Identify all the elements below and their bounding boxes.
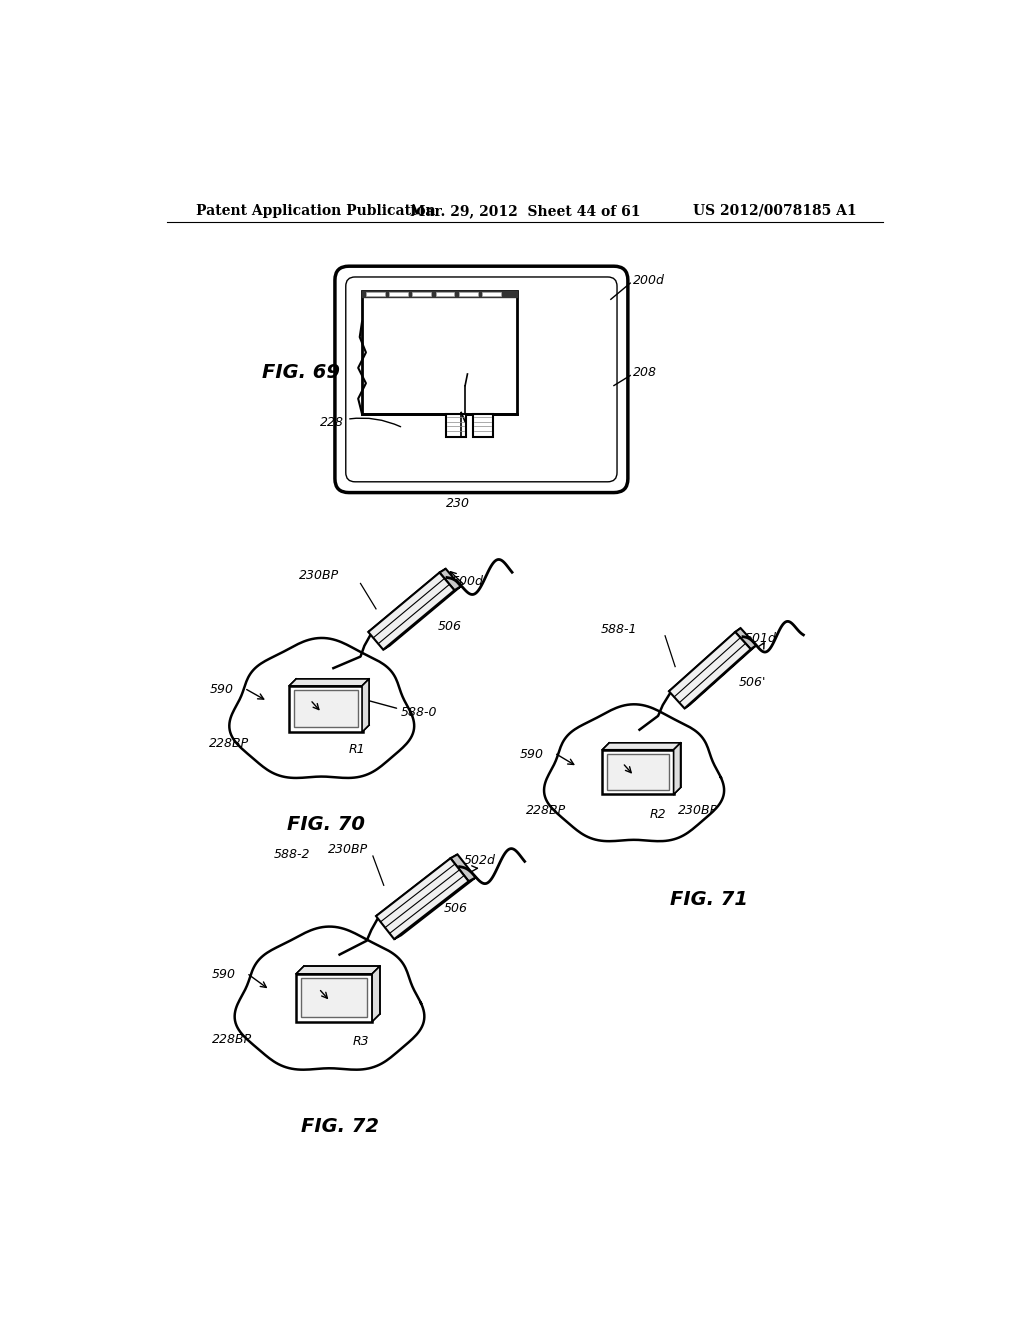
Bar (607, 755, 669, 789)
Text: 506': 506' (738, 676, 766, 689)
Text: 228BP: 228BP (212, 1032, 252, 1045)
Text: FIG. 70: FIG. 70 (287, 814, 365, 834)
Polygon shape (394, 878, 475, 939)
Bar (459, 293, 477, 296)
Polygon shape (229, 638, 414, 777)
Bar (435, 293, 455, 296)
Text: 588-2: 588-2 (273, 847, 310, 861)
Text: 228: 228 (321, 416, 400, 429)
Text: 230BP: 230BP (678, 804, 719, 817)
Bar (413, 293, 431, 296)
Text: 230BP: 230BP (299, 569, 339, 582)
Text: 590: 590 (520, 748, 544, 760)
Text: 506: 506 (444, 902, 468, 915)
FancyBboxPatch shape (335, 267, 628, 492)
Bar (389, 293, 408, 296)
Text: 502d: 502d (464, 854, 496, 867)
Text: 590: 590 (209, 684, 233, 696)
Polygon shape (296, 966, 380, 974)
Text: 200d: 200d (633, 273, 666, 286)
Text: 230BP: 230BP (328, 842, 368, 855)
Polygon shape (544, 705, 724, 841)
Text: 501d: 501d (744, 632, 777, 645)
Bar (445, 414, 466, 437)
Text: FIG. 71: FIG. 71 (671, 890, 749, 908)
Polygon shape (674, 743, 681, 795)
Polygon shape (669, 628, 740, 692)
Bar (473, 414, 493, 437)
Polygon shape (439, 569, 461, 590)
Text: 590: 590 (212, 968, 236, 981)
Polygon shape (602, 743, 681, 750)
Text: R2: R2 (649, 808, 667, 821)
Bar (602, 750, 674, 795)
Polygon shape (369, 569, 445, 632)
Polygon shape (383, 586, 461, 649)
Bar (294, 690, 358, 727)
Text: 208: 208 (633, 366, 657, 379)
Bar (362, 290, 517, 414)
Polygon shape (289, 678, 369, 686)
Bar (289, 686, 362, 733)
Text: 506: 506 (438, 620, 462, 634)
Text: Mar. 29, 2012  Sheet 44 of 61: Mar. 29, 2012 Sheet 44 of 61 (410, 203, 640, 218)
Polygon shape (234, 927, 424, 1069)
Bar (301, 978, 368, 1016)
Text: 228BP: 228BP (525, 804, 565, 817)
Bar (296, 974, 372, 1022)
Polygon shape (669, 632, 751, 709)
Text: FIG. 72: FIG. 72 (301, 1117, 379, 1135)
Text: 500d: 500d (452, 576, 483, 589)
Polygon shape (735, 628, 756, 649)
Text: R1: R1 (349, 743, 366, 756)
Text: Patent Application Publication: Patent Application Publication (197, 203, 436, 218)
Polygon shape (684, 645, 756, 709)
Text: US 2012/0078185 A1: US 2012/0078185 A1 (693, 203, 856, 218)
Bar (482, 293, 501, 296)
Text: 588-1: 588-1 (601, 623, 637, 636)
Bar (366, 293, 385, 296)
Polygon shape (451, 854, 475, 882)
Text: 228BP: 228BP (209, 737, 250, 750)
Polygon shape (372, 966, 380, 1022)
Text: 230: 230 (446, 496, 470, 510)
Polygon shape (376, 854, 458, 916)
Text: FIG. 69: FIG. 69 (262, 363, 340, 381)
Text: R3: R3 (352, 1035, 370, 1048)
Polygon shape (376, 858, 469, 939)
Text: 588-0: 588-0 (400, 706, 437, 719)
Polygon shape (369, 573, 455, 649)
Polygon shape (362, 678, 369, 733)
